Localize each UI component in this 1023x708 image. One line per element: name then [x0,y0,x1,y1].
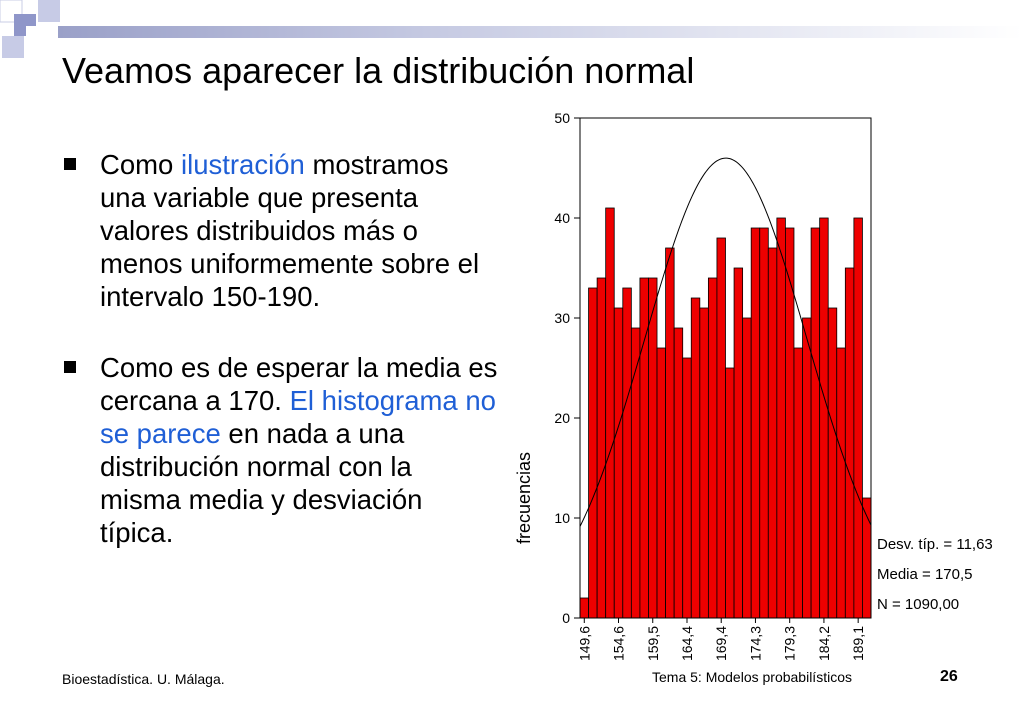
normal-curve-line [579,157,872,527]
y-axis-label: frecuencias [514,452,534,544]
x-tick-label: 164,4 [679,626,695,661]
bullet-text-2-part-1: Como es de esperar la media es cercana a… [100,352,498,416]
histogram-bar [802,317,812,619]
histogram-bar [682,357,692,619]
histogram-bar [810,227,821,619]
x-tick-label: 159,5 [645,626,661,661]
histogram-bar [742,317,752,619]
footer-center: Tema 5: Modelos probabilísticos [652,669,852,685]
histogram-bar [819,217,829,619]
x-tick-label: 179,3 [782,626,798,661]
histogram-bar [648,277,658,619]
slide-title: Veamos aparecer la distribución normal [62,50,695,91]
x-tick-label: 169,4 [713,626,729,661]
histogram-bar [579,597,589,619]
stats-line: Desv. típ. = 11,63 [877,536,993,553]
histogram-bar [699,307,709,619]
histogram-bar [750,227,761,619]
histogram-bar [844,267,855,619]
histogram-bar [656,347,666,619]
bullet-list: Como ilustración mostramos una variable … [60,148,500,587]
histogram-bar [622,287,632,619]
histogram-bar [605,207,615,619]
histogram-bar [759,227,769,619]
x-tick-label: 149,6 [576,626,592,661]
bullet-item-2: Como es de esperar la media es cercana a… [60,351,500,549]
histogram-bar [690,297,701,619]
bullet-item-1: Como ilustración mostramos una variable … [60,148,500,313]
x-tick-label: 174,3 [747,626,763,661]
x-tick-label: 184,2 [816,626,832,661]
footer-left: Bioestadística. U. Málaga. [62,671,225,687]
x-tick-label: 154,6 [611,626,627,661]
histogram-bar [793,347,803,619]
bullet-text-2-part-3: en nada a una distribución normal con la… [100,418,423,548]
histogram-bar [853,217,863,619]
histogram-bar [665,247,675,619]
title-bar-decoration [58,26,1023,38]
histogram-bar [613,307,624,619]
histogram-bar [588,287,598,619]
histogram-bar [827,307,838,619]
bullet-text-1-part-2: ilustración [181,149,305,180]
bullet-text-1-part-1: Como [100,149,181,180]
histogram-bar [733,267,744,619]
y-tick-label: 10 [554,510,570,526]
bullet-square-icon [64,158,76,170]
stats-line: Media = 170,5 [877,566,973,583]
y-tick-label: 30 [554,310,570,326]
histogram-bar [776,217,786,619]
x-tick-label: 189,1 [850,626,866,661]
bullet-square-icon [64,361,76,373]
page-number: 26 [940,668,958,685]
y-tick-label: 50 [554,110,570,126]
histogram-bar [716,237,726,619]
histogram-bar [785,227,795,619]
histogram-chart: frecuencias 0 10 20 30 40 50 149,6 154,6 159,5 16… [514,110,993,661]
stats-line: N = 1090,00 [877,596,959,613]
histogram-bar [596,277,607,619]
histogram-bar [767,247,778,619]
y-tick-label: 20 [554,410,570,426]
histogram-bar [836,347,846,619]
plot-frame [579,117,872,619]
y-tick-label: 40 [554,210,570,226]
bullet-text-1-part-3: mostramos una variable que presenta valo… [100,149,480,312]
histogram-bar [725,367,735,619]
y-tick-label: 0 [562,610,570,626]
bullet-text-2-part-2: El histograma no se parece [100,385,496,449]
histogram-bar [707,277,718,619]
histogram-bar [673,327,684,619]
corner-squares-decoration [0,0,60,58]
